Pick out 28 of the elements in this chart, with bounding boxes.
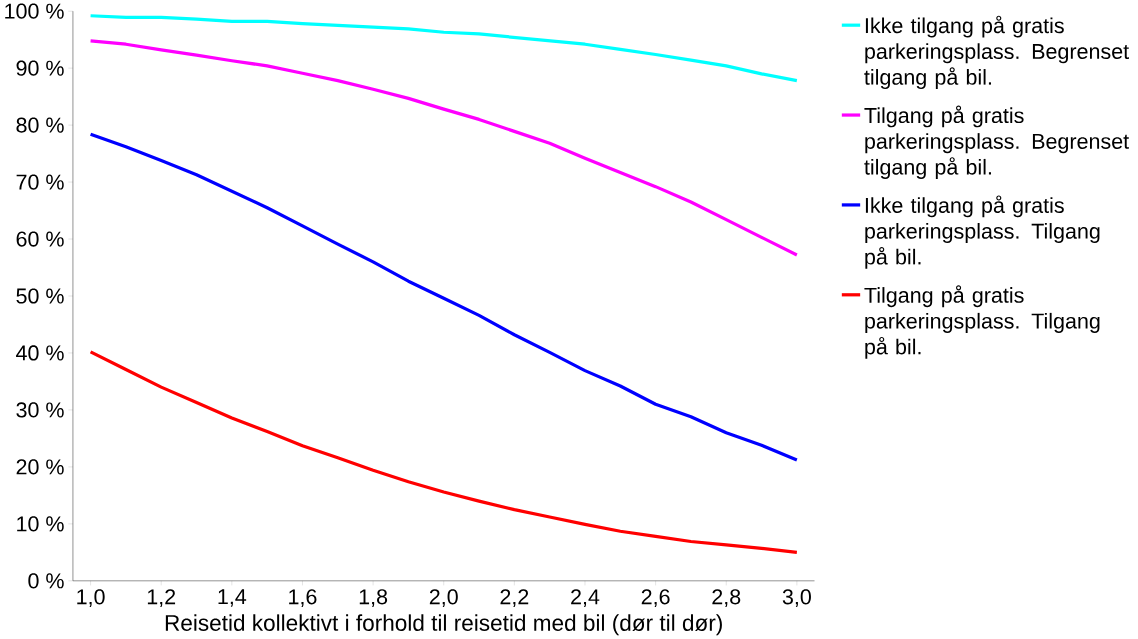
x-tick-label: 3,0 [782, 589, 811, 607]
x-axis-title: Reisetid kollektivt i forhold til reisetid med bil (dør til dør) [165, 614, 722, 636]
x-tick-label: 1,2 [147, 589, 176, 607]
y-tick-label: 90 % [16, 60, 64, 76]
y-tick-label: 50 % [16, 288, 64, 304]
x-tick-label: 2,0 [429, 589, 458, 607]
x-tick-label: 2,4 [571, 589, 600, 607]
y-tick-label: 30 % [16, 402, 64, 418]
x-tick-label: 2,8 [712, 589, 741, 607]
y-tick-label: 10 % [17, 516, 64, 532]
y-tick-label: 20 % [16, 459, 64, 475]
x-tick-label: 1,8 [359, 589, 388, 607]
y-tick-label: 100 % [5, 3, 64, 19]
line-series [88, 350, 799, 554]
legend-label: Ikke tilgang på gratis parkeringsplass. Begrenset tilgang på bil. [864, 15, 1129, 90]
legend-label: Tilgang på gratis parkeringsplass. Begrenset tilgang på bil. [864, 105, 1129, 179]
y-tick-label: 40 % [16, 345, 64, 361]
x-tick-label: 2,2 [500, 589, 529, 607]
x-tick-label: 1,4 [218, 589, 247, 607]
y-tick-label: 0 % [28, 573, 64, 589]
legend-label: Ikke tilgang på gratis parkeringsplass. Tilgang på bil. [865, 195, 1100, 269]
x-tick-label: 2,6 [641, 589, 670, 607]
x-tick-label: 1,6 [289, 589, 317, 607]
y-tick-label: 80 % [16, 117, 64, 133]
y-tick-label: 70 % [16, 174, 64, 190]
legend-label: Tilgang på gratis parkeringsplass. Tilgang på bil. [864, 285, 1100, 359]
y-tick-label: 60 % [16, 231, 64, 247]
x-tick-label: 1,0 [77, 589, 105, 607]
